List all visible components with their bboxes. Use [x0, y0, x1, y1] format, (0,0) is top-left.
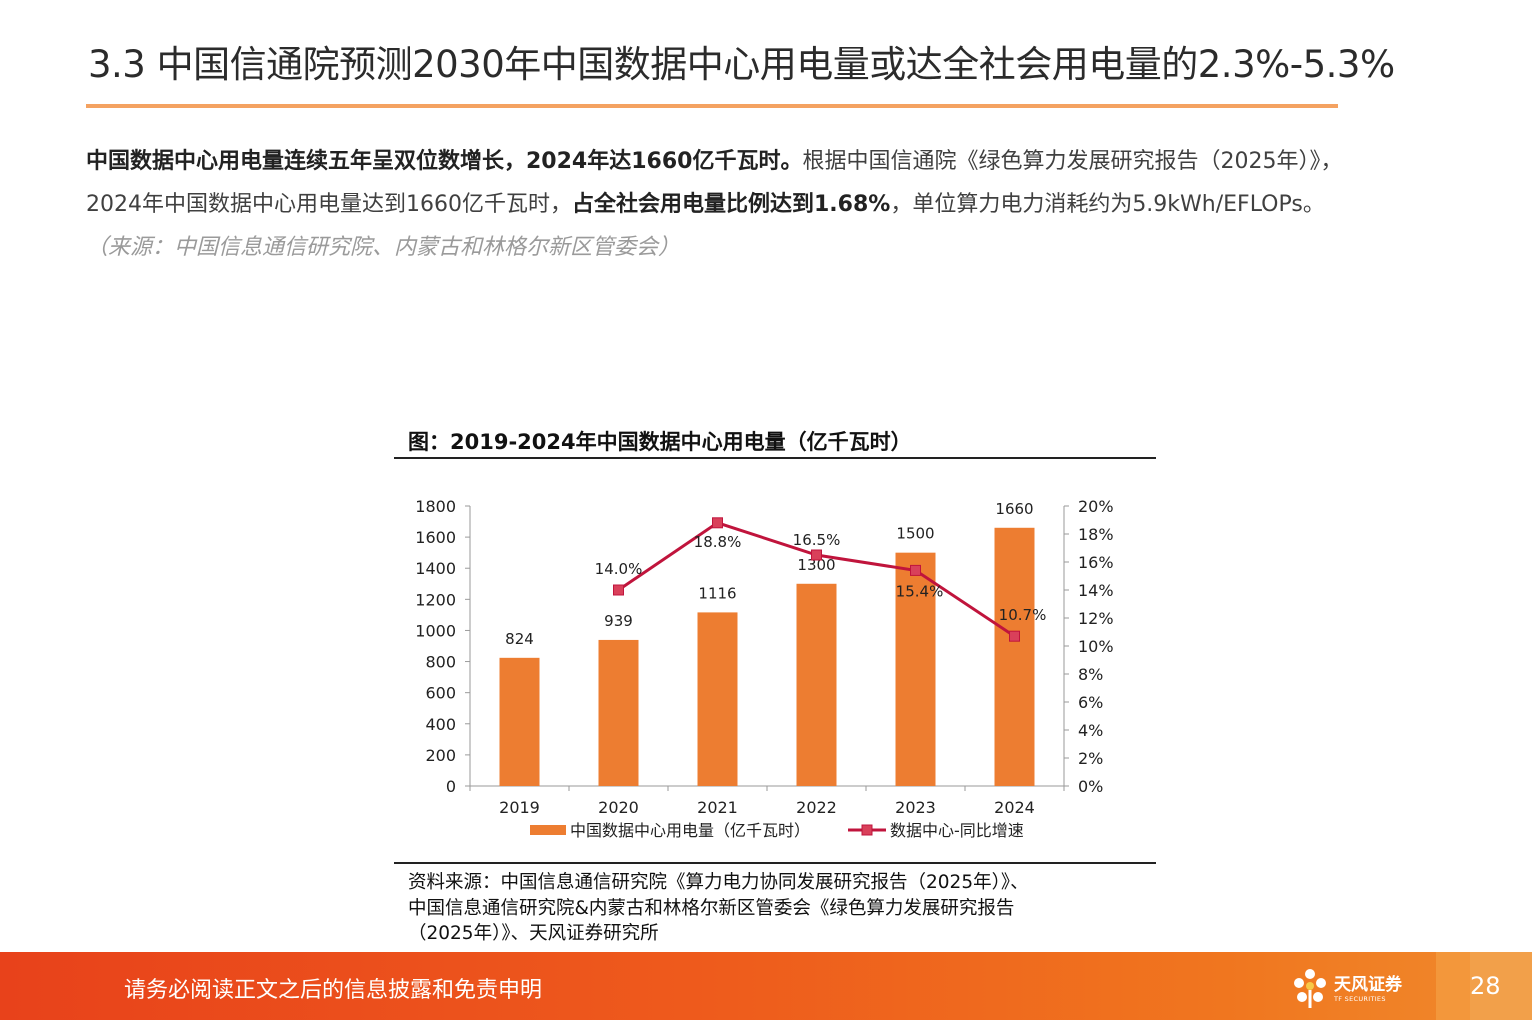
bar-2021: [697, 612, 738, 786]
x-tick-label: 2023: [895, 798, 936, 817]
growth-label-2024: 10.7%: [999, 606, 1047, 624]
bar-label-2023: 1500: [896, 525, 934, 543]
chart-source-line-1: 资料来源：中国信息通信研究院《算力电力协同发展研究报告（2025年）》、: [408, 872, 1029, 893]
growth-marker-2024: [1009, 630, 1020, 642]
y-left-tick-label: 1600: [415, 528, 456, 547]
chart-source-line-2: 中国信息通信研究院&内蒙古和林格尔新区管委会《绿色算力发展研究报告: [408, 897, 1015, 919]
legend-bar-swatch: [530, 825, 566, 835]
company-logo: 天风证券 TF SECURITIES: [1290, 966, 1420, 1010]
bar-2020: [598, 639, 639, 786]
chart-top-rule: [394, 457, 1156, 459]
chart-source: 资料来源：中国信息通信研究院《算力电力协同发展研究报告（2025年）》、 中国信…: [408, 870, 1148, 947]
y-left-tick-label: 800: [425, 653, 456, 672]
y-left-tick-label: 1800: [415, 497, 456, 516]
bar-label-2024: 1660: [995, 500, 1033, 518]
bar-label-2020: 939: [604, 612, 633, 630]
legend-line-label: 数据中心-同比增速: [890, 821, 1024, 840]
title-divider: [86, 104, 1338, 108]
x-tick-label: 2019: [499, 798, 540, 817]
summary-highlight-1: 中国数据中心用电量连续五年呈双位数增长，2024年达1660亿千瓦时。: [86, 149, 803, 174]
x-tick-label: 2020: [598, 798, 639, 817]
growth-label-2023: 15.4%: [896, 582, 944, 600]
y-right-tick-label: 2%: [1078, 749, 1103, 768]
growth-marker-2022: [811, 549, 822, 561]
y-left-tick-label: 400: [425, 715, 456, 734]
summary-line-1: 中国数据中心用电量连续五年呈双位数增长，2024年达1660亿千瓦时。根据中国信…: [86, 140, 1486, 183]
y-right-tick-label: 0%: [1078, 777, 1103, 796]
y-right-tick-label: 18%: [1078, 525, 1114, 544]
bar-label-2021: 1116: [698, 584, 736, 602]
bar-2022: [796, 583, 837, 786]
y-right-tick-label: 20%: [1078, 497, 1114, 516]
y-right-tick-label: 10%: [1078, 637, 1114, 656]
y-right-tick-label: 16%: [1078, 553, 1114, 572]
growth-label-2020: 14.0%: [595, 560, 643, 578]
footer-disclaimer: 请务必阅读正文之后的信息披露和免责申明: [124, 978, 543, 1003]
y-left-tick-label: 1200: [415, 590, 456, 609]
summary-source-note: （来源：中国信息通信研究院、内蒙古和林格尔新区管委会）: [86, 235, 681, 260]
footer-bar: 请务必阅读正文之后的信息披露和免责申明 天风证券 TF SECURITIES 2…: [0, 952, 1532, 1020]
electricity-chart: 0 200 400 600 800 1000 1200 1400 1600 1800 0% 2% 4% 6…: [415, 497, 1114, 840]
y-right-tick-label: 8%: [1078, 665, 1103, 684]
y-left-tick-label: 600: [425, 684, 456, 703]
growth-marker-2021: [712, 517, 723, 529]
bar-label-2019: 824: [505, 630, 534, 648]
chart-title: 图：2019-2024年中国数据中心用电量（亿千瓦时）: [408, 430, 912, 454]
logo-text-cn: 天风证券: [1334, 975, 1402, 995]
bar-2024: [994, 527, 1035, 786]
summary-text-2b: ，单位算力电力消耗约为5.9kWh/EFLOPs。: [890, 192, 1325, 217]
y-left-tick-label: 1000: [415, 621, 456, 640]
page-title: 3.3 中国信通院预测2030年中国数据中心用电量或达全社会用电量的2.3%-5…: [88, 43, 1395, 86]
growth-label-2022: 16.5%: [793, 531, 841, 549]
y-left-tick-label: 200: [425, 746, 456, 765]
x-tick-label: 2024: [994, 798, 1035, 817]
x-tick-label: 2021: [697, 798, 738, 817]
x-tick-label: 2022: [796, 798, 837, 817]
summary-line-2: 2024年中国数据中心用电量达到1660亿千瓦时，占全社会用电量比例达到1.68…: [86, 183, 1486, 226]
growth-label-2021: 18.8%: [694, 533, 742, 551]
footer-page-block: [1470, 952, 1532, 1020]
y-left-tick-label: 1400: [415, 559, 456, 578]
y-right-tick-label: 4%: [1078, 721, 1103, 740]
flower-logo-icon: [1294, 969, 1326, 1008]
chart-bottom-rule: [394, 862, 1156, 864]
summary-highlight-2: 占全社会用电量比例达到1.68%: [571, 192, 891, 217]
footer-accent-block: [1436, 952, 1470, 1020]
page-number: 28: [1470, 972, 1501, 1000]
chart-source-line-3: （2025年）》、天风证券研究所: [408, 923, 659, 944]
bar-2023: [895, 552, 936, 786]
growth-marker-2023: [910, 564, 921, 576]
legend-line-marker: [861, 824, 873, 836]
y-right-tick-label: 12%: [1078, 609, 1114, 628]
legend-bar-label: 中国数据中心用电量（亿千瓦时）: [570, 821, 810, 840]
summary-text-2a: 2024年中国数据中心用电量达到1660亿千瓦时，: [86, 192, 572, 217]
summary-text: 中国数据中心用电量连续五年呈双位数增长，2024年达1660亿千瓦时。根据中国信…: [86, 140, 1486, 269]
growth-marker-2020: [613, 584, 624, 596]
y-left-tick-label: 0: [446, 777, 456, 796]
summary-text-1: 根据中国信通院《绿色算力发展研究报告（2025年）》，: [802, 149, 1343, 174]
logo-text-en: TF SECURITIES: [1334, 995, 1386, 1003]
bar-label-2022: 1300: [797, 556, 835, 574]
y-right-tick-label: 6%: [1078, 693, 1103, 712]
bar-2019: [499, 657, 540, 786]
y-right-tick-label: 14%: [1078, 581, 1114, 600]
